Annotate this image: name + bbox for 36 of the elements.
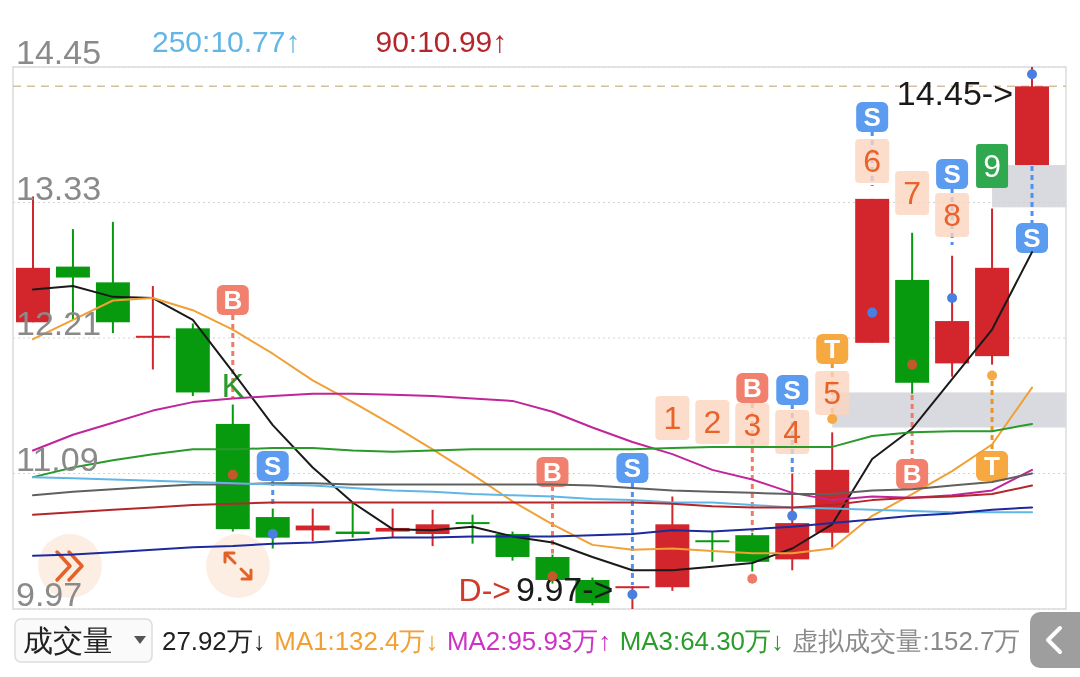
annotation: 3 [743,407,762,443]
text: MA1:132.4万↓ [274,627,439,655]
annotation: 7 [903,175,922,211]
annotation: B [223,285,243,315]
annotation: 1 [663,400,682,436]
annotation: S [623,453,642,483]
annotation: 8 [943,197,961,233]
annotation: 9 [983,148,1001,184]
annotation: S [863,102,881,132]
y-tick-label: 9.97 [16,575,83,613]
annotation: S [943,159,961,189]
text: MA3:64.30万↓ [619,627,784,655]
annotation: B [742,373,762,403]
annotation: 4 [783,414,802,450]
text: 250:10.77↑ [152,25,301,58]
annotation: S [264,451,282,481]
annotation: K [221,366,245,404]
text: 27.92万↓ [162,627,266,655]
annotation: 2 [703,404,722,440]
text: 成交量 [23,624,113,657]
y-tick-label: 13.33 [16,168,102,207]
annotation: B [543,457,562,487]
text: MA2:95.93万↑ [447,627,612,655]
text: 虚拟成交量:152.7万 [792,627,1021,655]
annotation: 5 [823,375,842,411]
annotation: B [902,459,922,489]
annotation: 6 [863,143,882,179]
y-tick-label: 11.09 [16,439,99,478]
annotation: D-> [458,572,512,608]
y-tick-label: 14.45 [16,33,102,71]
annotation: T [824,334,841,364]
annotation: 14.45-> [896,74,1014,112]
annotation: S [1023,223,1041,253]
text: 90:10.99↑ [375,25,508,58]
annotation: T [984,451,1001,481]
annotation: S [783,375,801,405]
